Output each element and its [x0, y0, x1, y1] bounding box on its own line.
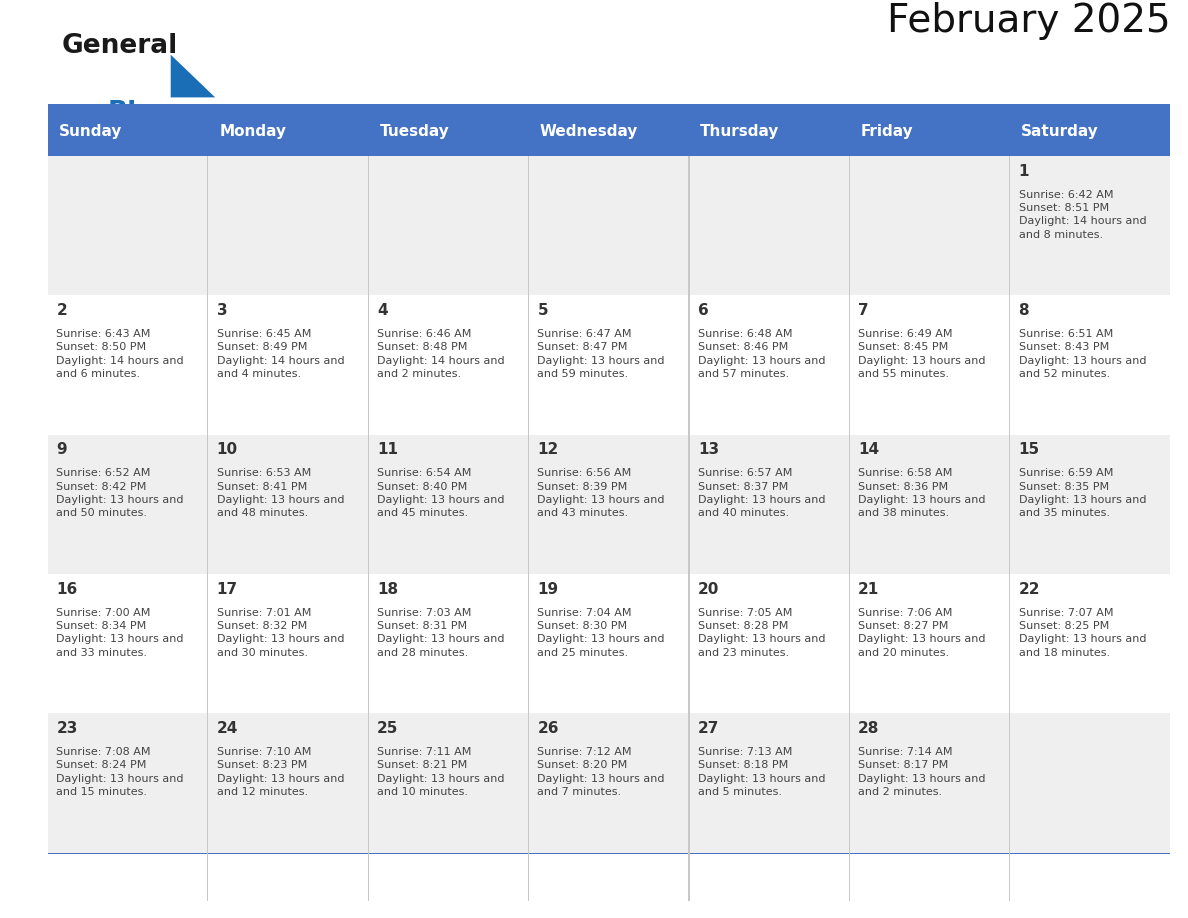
Text: 28: 28 — [858, 722, 879, 736]
Text: Sunrise: 6:52 AM
Sunset: 8:42 PM
Daylight: 13 hours and
and 50 minutes.: Sunrise: 6:52 AM Sunset: 8:42 PM Dayligh… — [56, 468, 184, 519]
Text: Sunrise: 7:04 AM
Sunset: 8:30 PM
Daylight: 13 hours and
and 25 minutes.: Sunrise: 7:04 AM Sunset: 8:30 PM Dayligh… — [537, 608, 665, 657]
Text: Sunrise: 7:05 AM
Sunset: 8:28 PM
Daylight: 13 hours and
and 23 minutes.: Sunrise: 7:05 AM Sunset: 8:28 PM Dayligh… — [697, 608, 826, 657]
Text: General: General — [62, 33, 178, 59]
Text: 20: 20 — [697, 582, 719, 597]
Text: 16: 16 — [56, 582, 77, 597]
Text: Sunrise: 6:48 AM
Sunset: 8:46 PM
Daylight: 13 hours and
and 57 minutes.: Sunrise: 6:48 AM Sunset: 8:46 PM Dayligh… — [697, 329, 826, 379]
Text: 19: 19 — [537, 582, 558, 597]
Text: Sunrise: 7:13 AM
Sunset: 8:18 PM
Daylight: 13 hours and
and 5 minutes.: Sunrise: 7:13 AM Sunset: 8:18 PM Dayligh… — [697, 747, 826, 797]
Text: 12: 12 — [537, 442, 558, 457]
Text: Sunrise: 6:47 AM
Sunset: 8:47 PM
Daylight: 13 hours and
and 59 minutes.: Sunrise: 6:47 AM Sunset: 8:47 PM Dayligh… — [537, 329, 665, 379]
Text: Sunrise: 6:54 AM
Sunset: 8:40 PM
Daylight: 13 hours and
and 45 minutes.: Sunrise: 6:54 AM Sunset: 8:40 PM Dayligh… — [377, 468, 505, 519]
Polygon shape — [171, 55, 215, 97]
Text: 3: 3 — [216, 303, 227, 318]
Text: Saturday: Saturday — [1020, 124, 1099, 140]
Text: 8: 8 — [1018, 303, 1029, 318]
Text: Sunrise: 7:08 AM
Sunset: 8:24 PM
Daylight: 13 hours and
and 15 minutes.: Sunrise: 7:08 AM Sunset: 8:24 PM Dayligh… — [56, 747, 184, 797]
Text: Sunrise: 6:45 AM
Sunset: 8:49 PM
Daylight: 14 hours and
and 4 minutes.: Sunrise: 6:45 AM Sunset: 8:49 PM Dayligh… — [216, 329, 345, 379]
Text: Sunrise: 6:59 AM
Sunset: 8:35 PM
Daylight: 13 hours and
and 35 minutes.: Sunrise: 6:59 AM Sunset: 8:35 PM Dayligh… — [1018, 468, 1146, 519]
Text: Sunrise: 7:00 AM
Sunset: 8:34 PM
Daylight: 13 hours and
and 33 minutes.: Sunrise: 7:00 AM Sunset: 8:34 PM Dayligh… — [56, 608, 184, 657]
Text: Sunrise: 6:57 AM
Sunset: 8:37 PM
Daylight: 13 hours and
and 40 minutes.: Sunrise: 6:57 AM Sunset: 8:37 PM Dayligh… — [697, 468, 826, 519]
Text: Tuesday: Tuesday — [379, 124, 449, 140]
Text: Monday: Monday — [219, 124, 286, 140]
Text: 5: 5 — [537, 303, 548, 318]
Text: 9: 9 — [56, 442, 67, 457]
Text: 4: 4 — [377, 303, 387, 318]
Text: Sunrise: 7:01 AM
Sunset: 8:32 PM
Daylight: 13 hours and
and 30 minutes.: Sunrise: 7:01 AM Sunset: 8:32 PM Dayligh… — [216, 608, 345, 657]
Text: 13: 13 — [697, 442, 719, 457]
Text: Sunrise: 6:58 AM
Sunset: 8:36 PM
Daylight: 13 hours and
and 38 minutes.: Sunrise: 6:58 AM Sunset: 8:36 PM Dayligh… — [858, 468, 986, 519]
Text: 1: 1 — [1018, 163, 1029, 179]
Text: Sunrise: 7:10 AM
Sunset: 8:23 PM
Daylight: 13 hours and
and 12 minutes.: Sunrise: 7:10 AM Sunset: 8:23 PM Dayligh… — [216, 747, 345, 797]
Text: 7: 7 — [858, 303, 868, 318]
Text: Sunrise: 6:49 AM
Sunset: 8:45 PM
Daylight: 13 hours and
and 55 minutes.: Sunrise: 6:49 AM Sunset: 8:45 PM Dayligh… — [858, 329, 986, 379]
Text: Sunrise: 7:07 AM
Sunset: 8:25 PM
Daylight: 13 hours and
and 18 minutes.: Sunrise: 7:07 AM Sunset: 8:25 PM Dayligh… — [1018, 608, 1146, 657]
Text: Sunrise: 7:12 AM
Sunset: 8:20 PM
Daylight: 13 hours and
and 7 minutes.: Sunrise: 7:12 AM Sunset: 8:20 PM Dayligh… — [537, 747, 665, 797]
Text: Thursday: Thursday — [700, 124, 779, 140]
Text: 24: 24 — [216, 722, 238, 736]
Text: 27: 27 — [697, 722, 719, 736]
Text: 18: 18 — [377, 582, 398, 597]
Text: 2: 2 — [56, 303, 67, 318]
Text: Sunrise: 7:14 AM
Sunset: 8:17 PM
Daylight: 13 hours and
and 2 minutes.: Sunrise: 7:14 AM Sunset: 8:17 PM Dayligh… — [858, 747, 986, 797]
Text: Sunrise: 7:03 AM
Sunset: 8:31 PM
Daylight: 13 hours and
and 28 minutes.: Sunrise: 7:03 AM Sunset: 8:31 PM Dayligh… — [377, 608, 505, 657]
Text: Sunrise: 7:06 AM
Sunset: 8:27 PM
Daylight: 13 hours and
and 20 minutes.: Sunrise: 7:06 AM Sunset: 8:27 PM Dayligh… — [858, 608, 986, 657]
Text: 14: 14 — [858, 442, 879, 457]
Text: 15: 15 — [1018, 442, 1040, 457]
Text: El Cuy, Rio Negro, Argentina: El Cuy, Rio Negro, Argentina — [893, 108, 1170, 128]
Text: 11: 11 — [377, 442, 398, 457]
Text: Sunrise: 6:51 AM
Sunset: 8:43 PM
Daylight: 13 hours and
and 52 minutes.: Sunrise: 6:51 AM Sunset: 8:43 PM Dayligh… — [1018, 329, 1146, 379]
Text: February 2025: February 2025 — [886, 3, 1170, 40]
Text: 6: 6 — [697, 303, 708, 318]
Text: Sunrise: 6:43 AM
Sunset: 8:50 PM
Daylight: 14 hours and
and 6 minutes.: Sunrise: 6:43 AM Sunset: 8:50 PM Dayligh… — [56, 329, 184, 379]
Text: Sunrise: 6:53 AM
Sunset: 8:41 PM
Daylight: 13 hours and
and 48 minutes.: Sunrise: 6:53 AM Sunset: 8:41 PM Dayligh… — [216, 468, 345, 519]
Text: 17: 17 — [216, 582, 238, 597]
Text: Sunday: Sunday — [58, 124, 122, 140]
Text: 26: 26 — [537, 722, 560, 736]
Text: Sunrise: 7:11 AM
Sunset: 8:21 PM
Daylight: 13 hours and
and 10 minutes.: Sunrise: 7:11 AM Sunset: 8:21 PM Dayligh… — [377, 747, 505, 797]
Text: 22: 22 — [1018, 582, 1041, 597]
Text: Sunrise: 6:46 AM
Sunset: 8:48 PM
Daylight: 14 hours and
and 2 minutes.: Sunrise: 6:46 AM Sunset: 8:48 PM Dayligh… — [377, 329, 505, 379]
Text: Blue: Blue — [108, 100, 173, 127]
Text: Sunrise: 6:56 AM
Sunset: 8:39 PM
Daylight: 13 hours and
and 43 minutes.: Sunrise: 6:56 AM Sunset: 8:39 PM Dayligh… — [537, 468, 665, 519]
Text: Friday: Friday — [860, 124, 914, 140]
Text: Sunrise: 6:42 AM
Sunset: 8:51 PM
Daylight: 14 hours and
and 8 minutes.: Sunrise: 6:42 AM Sunset: 8:51 PM Dayligh… — [1018, 189, 1146, 240]
Text: 25: 25 — [377, 722, 398, 736]
Text: 10: 10 — [216, 442, 238, 457]
Text: 23: 23 — [56, 722, 77, 736]
Text: Wednesday: Wednesday — [539, 124, 638, 140]
Text: 21: 21 — [858, 582, 879, 597]
